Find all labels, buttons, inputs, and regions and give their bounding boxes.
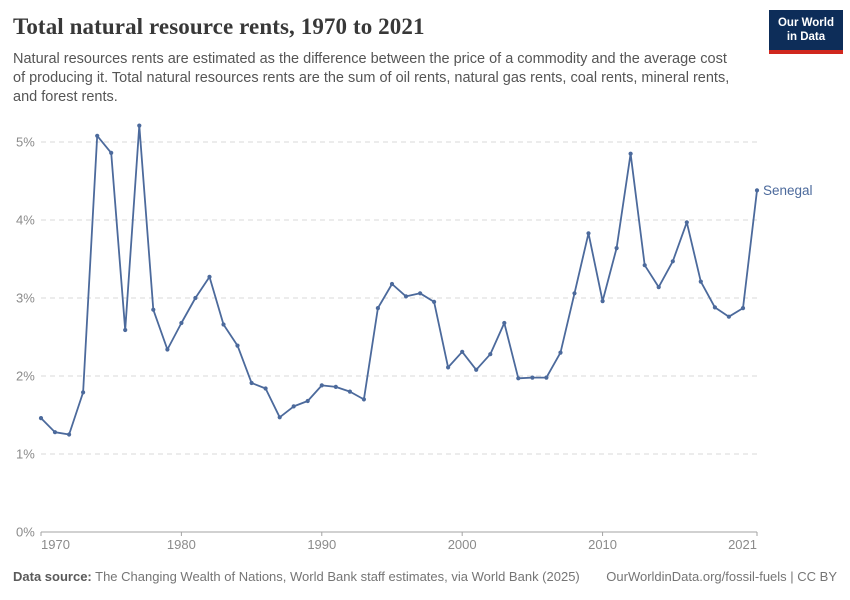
data-point [38, 416, 44, 421]
data-point [403, 294, 409, 299]
data-source-label: Data source: [13, 569, 92, 584]
chart-subtitle: Natural resources rents are estimated as… [13, 51, 730, 105]
page-title: Total natural resource rents, 1970 to 20… [13, 14, 425, 39]
data-point [600, 299, 605, 304]
data-point [544, 375, 549, 380]
y-tick-label: 1% [16, 447, 35, 462]
x-tick-label: 1980 [167, 537, 196, 552]
data-point [740, 306, 746, 311]
data-point [628, 151, 633, 156]
data-point [389, 281, 395, 287]
series-line-senegal [40, 124, 758, 436]
x-tick-label: 2000 [448, 537, 477, 552]
y-tick-label: 4% [16, 213, 35, 228]
data-point [319, 383, 324, 388]
x-tick-label: 2021 [728, 537, 757, 552]
data-point [446, 365, 451, 370]
line-chart-canvas[interactable]: 0% 1% 2% 3% 4% 5% 1970 1980 1990 2000 2010 2021 Sene… [0, 0, 850, 565]
owid-logo-line2: in Data [786, 31, 826, 44]
data-point [698, 279, 703, 284]
data-point [432, 299, 437, 304]
y-tick-label: 3% [16, 291, 35, 306]
data-point [263, 386, 268, 391]
owid-logo[interactable]: Our World in Data [768, 10, 843, 54]
y-tick-label: 2% [16, 369, 35, 384]
data-source: Data source: The Changing Wealth of Nati… [13, 569, 580, 584]
data-point [123, 327, 128, 333]
data-point [726, 314, 732, 319]
data-point [502, 320, 507, 326]
owid-license-link[interactable]: OurWorldinData.org/fossil-fuels | CC BY [606, 569, 837, 584]
data-point [109, 150, 114, 155]
data-point [614, 246, 619, 251]
data-point [179, 320, 184, 326]
data-point [586, 231, 591, 236]
data-point [488, 352, 493, 357]
data-point [193, 295, 198, 301]
data-point [291, 404, 296, 409]
data-point [221, 322, 226, 327]
x-tick-label: 1990 [307, 537, 336, 552]
data-point [712, 305, 718, 310]
data-point [418, 291, 423, 296]
data-point [670, 259, 675, 264]
data-point [137, 123, 142, 128]
data-point [375, 306, 380, 311]
x-tick-label: 2010 [588, 537, 617, 552]
x-tick-label: 1970 [41, 537, 70, 552]
data-point [277, 415, 282, 420]
data-point [333, 384, 338, 389]
data-point [684, 220, 689, 225]
data-point [151, 307, 156, 312]
data-point [460, 349, 465, 354]
chart-footer: Data source: The Changing Wealth of Nati… [13, 569, 837, 584]
data-point [165, 347, 170, 352]
data-point [558, 350, 563, 355]
data-point [67, 432, 72, 437]
y-tick-label: 0% [16, 525, 35, 540]
data-point [656, 285, 661, 290]
data-point [516, 376, 521, 381]
data-point [235, 343, 240, 348]
data-point [754, 188, 760, 193]
data-point [474, 367, 479, 372]
data-point [249, 380, 254, 386]
data-point [305, 398, 310, 404]
data-point [642, 263, 647, 268]
data-point [572, 291, 577, 296]
data-point [52, 430, 58, 435]
data-point [207, 274, 212, 279]
y-tick-label: 5% [16, 135, 35, 150]
data-source-text: The Changing Wealth of Nations, World Ba… [95, 569, 580, 584]
data-point [361, 397, 366, 402]
data-point [81, 390, 86, 395]
data-point [530, 375, 535, 380]
data-point [347, 389, 352, 394]
data-point [95, 133, 100, 138]
owid-logo-line1: Our World [777, 17, 834, 29]
series-label-senegal[interactable]: Senegal [763, 183, 813, 198]
